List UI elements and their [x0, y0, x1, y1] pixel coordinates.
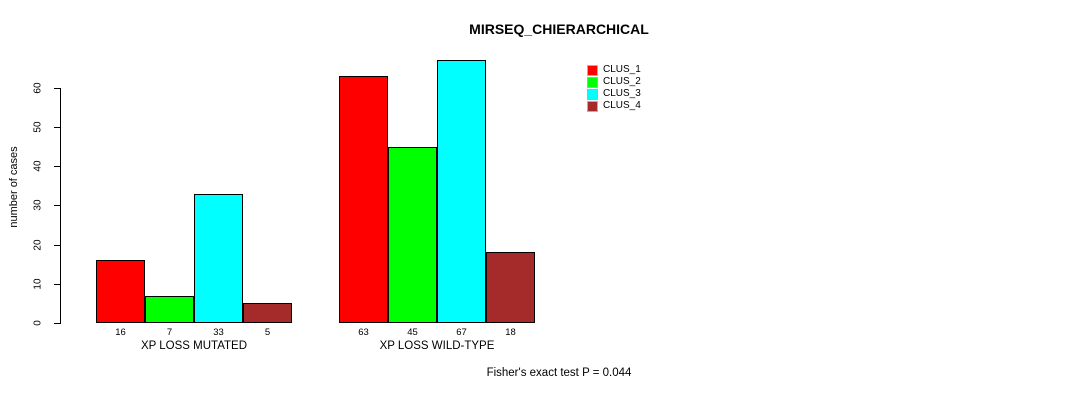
- y-tick-mark: [54, 205, 60, 206]
- legend-item-clus_1: CLUS_1: [587, 64, 641, 76]
- bar-clus_2-mutated: [145, 296, 194, 323]
- bar-value-label: 16: [115, 327, 126, 338]
- legend-swatch-clus_3: [587, 88, 598, 100]
- bar-clus_3-wild-type: [437, 60, 486, 323]
- x-category-label: XP LOSS MUTATED: [140, 340, 248, 352]
- bar-value-label: 5: [264, 327, 271, 338]
- legend-swatch-clus_2: [587, 76, 598, 88]
- fisher-test-annotation: Fisher's exact test P = 0.044: [486, 367, 632, 379]
- bar-value-label: 63: [358, 327, 369, 338]
- y-tick-label: 20: [32, 239, 44, 251]
- y-tick-mark: [54, 245, 60, 246]
- y-tick-label: 30: [32, 199, 44, 211]
- legend-item-clus_4: CLUS_4: [587, 100, 641, 112]
- y-axis-line: [60, 88, 61, 324]
- y-tick-label: 0: [32, 320, 44, 326]
- bar-clus_4-wild-type: [486, 252, 535, 323]
- legend-item-clus_3: CLUS_3: [587, 88, 641, 100]
- bar-value-label: 33: [213, 327, 224, 338]
- bar-value-label: 67: [456, 327, 467, 338]
- y-tick-mark: [54, 127, 60, 128]
- y-tick-mark: [54, 284, 60, 285]
- bar-clus_3-mutated: [194, 194, 243, 323]
- y-tick-label: 40: [32, 160, 44, 172]
- bar-clus_1-wild-type: [339, 76, 388, 323]
- y-tick-mark: [54, 323, 60, 324]
- legend-label: CLUS_3: [603, 88, 641, 99]
- legend-swatch-clus_4: [587, 100, 598, 112]
- bar-value-label: 7: [166, 327, 173, 338]
- y-tick-label: 10: [32, 278, 44, 290]
- x-category-label: XP LOSS WILD-TYPE: [379, 340, 495, 352]
- bar-clus_1-mutated: [96, 260, 145, 323]
- legend: CLUS_1 CLUS_2 CLUS_3 CLUS_4: [587, 64, 641, 112]
- y-tick-label: 60: [32, 82, 44, 94]
- chart-title: MIRSEQ_CHIERARCHICAL: [469, 21, 649, 37]
- bar-clus_2-wild-type: [388, 147, 437, 323]
- y-tick-mark: [54, 88, 60, 89]
- legend-label: CLUS_4: [603, 100, 641, 111]
- legend-label: CLUS_1: [603, 64, 641, 75]
- bar-value-label: 45: [407, 327, 418, 338]
- legend-label: CLUS_2: [603, 76, 641, 87]
- legend-swatch-clus_1: [587, 64, 598, 76]
- bar-value-label: 18: [505, 327, 516, 338]
- legend-item-clus_2: CLUS_2: [587, 76, 641, 88]
- y-tick-mark: [54, 166, 60, 167]
- y-tick-label: 50: [32, 121, 44, 133]
- bar-clus_4-mutated: [243, 303, 292, 323]
- y-axis-label: number of cases: [8, 146, 20, 228]
